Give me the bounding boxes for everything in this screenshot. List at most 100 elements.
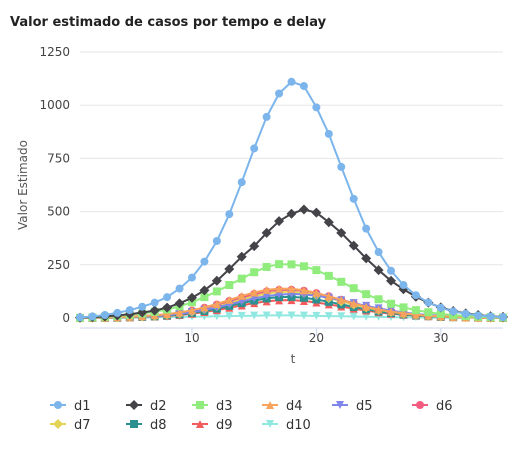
data-point-d1 <box>237 178 246 187</box>
data-point-d2 <box>361 253 372 264</box>
data-point-d2 <box>174 298 185 309</box>
data-point-d1 <box>275 89 284 98</box>
data-point-d4 <box>411 310 420 319</box>
data-point-d4 <box>225 295 234 304</box>
y-axis-ticks: 0 250 500 750 1000 1250 <box>39 45 70 325</box>
data-point-d10 <box>337 312 346 321</box>
legend-symbol-d5 <box>336 401 344 409</box>
data-point-d1 <box>262 112 271 121</box>
data-point-d2 <box>149 305 160 316</box>
legend-symbol-d10 <box>266 420 274 428</box>
data-point-d2 <box>274 216 285 227</box>
y-tick-label: 250 <box>47 258 70 272</box>
data-point-d4 <box>212 299 221 308</box>
data-point-d4 <box>287 284 296 293</box>
data-point-d1 <box>138 302 147 311</box>
data-point-d4 <box>374 305 383 314</box>
data-point-d2 <box>373 265 384 276</box>
legend-label: d3 <box>216 399 233 414</box>
data-point-d10 <box>299 311 308 320</box>
data-point-d1 <box>449 307 458 316</box>
legend-item-d9[interactable]: d9 <box>192 418 233 433</box>
data-point-d3 <box>337 277 346 286</box>
y-tick-label: 0 <box>62 311 70 325</box>
data-point-d2 <box>348 240 359 251</box>
data-point-d3 <box>237 274 246 283</box>
legend-item-d4[interactable]: d4 <box>262 399 303 414</box>
legend: d1 d2 d3 d4 d5 d6 d7 d8 d9 d10 <box>50 399 453 433</box>
data-point-d2 <box>261 227 272 238</box>
data-point-d3 <box>362 290 371 299</box>
legend-item-d1[interactable]: d1 <box>50 399 91 414</box>
data-point-d2 <box>323 217 334 228</box>
legend-label: d1 <box>74 399 91 414</box>
legend-item-d7[interactable]: d7 <box>50 418 91 433</box>
legend-label: d10 <box>286 418 311 433</box>
legend-item-d5[interactable]: d5 <box>332 399 373 414</box>
legend-label: d8 <box>150 418 167 433</box>
data-point-d1 <box>424 298 433 307</box>
data-point-d1 <box>387 266 396 275</box>
y-tick-label: 500 <box>47 205 70 219</box>
data-point-d1 <box>461 309 470 318</box>
data-point-d4 <box>275 284 284 293</box>
data-point-d1 <box>150 298 159 307</box>
y-axis-label: Valor Estimado <box>16 140 30 230</box>
data-point-d4 <box>262 285 271 294</box>
legend-item-d3[interactable]: d3 <box>192 399 233 414</box>
x-tick-label: 30 <box>433 331 448 345</box>
data-point-d3 <box>436 309 445 318</box>
grid-lines <box>80 51 503 329</box>
x-axis-ticks: 10 20 30 <box>184 328 448 345</box>
data-point-d10 <box>312 311 321 320</box>
legend-item-d2[interactable]: d2 <box>126 399 167 414</box>
y-tick-label: 1000 <box>39 98 70 112</box>
data-point-d4 <box>324 292 333 301</box>
data-point-d4 <box>312 288 321 297</box>
legend-symbol-d8 <box>130 420 138 428</box>
data-point-d1 <box>474 311 483 320</box>
legend-label: d7 <box>74 418 91 433</box>
series-d1 <box>76 77 507 322</box>
series-layer <box>75 77 508 323</box>
data-point-d10 <box>324 312 333 321</box>
data-point-d2 <box>298 204 309 215</box>
data-point-d3 <box>287 260 296 269</box>
x-tick-label: 20 <box>309 331 324 345</box>
legend-item-d6[interactable]: d6 <box>412 399 453 414</box>
data-point-d3 <box>424 308 433 317</box>
data-point-d1 <box>225 210 234 219</box>
data-point-d10 <box>287 311 296 320</box>
legend-symbol-d2 <box>129 400 139 410</box>
data-point-d1 <box>88 312 97 321</box>
data-point-d2 <box>311 207 322 218</box>
data-point-d4 <box>187 306 196 315</box>
data-point-d3 <box>299 262 308 271</box>
data-point-d1 <box>287 77 296 86</box>
x-axis-label: t <box>291 352 296 366</box>
data-point-d5 <box>262 292 271 301</box>
data-point-d3 <box>349 284 358 293</box>
data-point-d2 <box>236 251 247 262</box>
legend-item-d10[interactable]: d10 <box>262 418 311 433</box>
data-point-d4 <box>163 310 172 319</box>
data-point-d1 <box>362 224 371 233</box>
data-point-d3 <box>312 266 321 275</box>
data-point-d2 <box>386 275 397 286</box>
data-point-d2 <box>224 264 235 275</box>
data-point-d3 <box>212 287 221 296</box>
legend-label: d2 <box>150 399 167 414</box>
legend-label: d4 <box>286 399 303 414</box>
data-point-d1 <box>399 281 408 290</box>
data-point-d10 <box>262 311 271 320</box>
data-point-d4 <box>299 286 308 295</box>
data-point-d1 <box>113 308 122 317</box>
legend-item-d8[interactable]: d8 <box>126 418 167 433</box>
data-point-d1 <box>374 248 383 257</box>
chart-title: Valor estimado de casos por tempo e dela… <box>10 15 327 30</box>
legend-symbol-d1 <box>54 401 62 409</box>
y-tick-label: 750 <box>47 151 70 165</box>
data-point-d4 <box>362 302 371 311</box>
y-tick-label: 1250 <box>39 45 70 59</box>
x-tick-label: 10 <box>184 331 199 345</box>
